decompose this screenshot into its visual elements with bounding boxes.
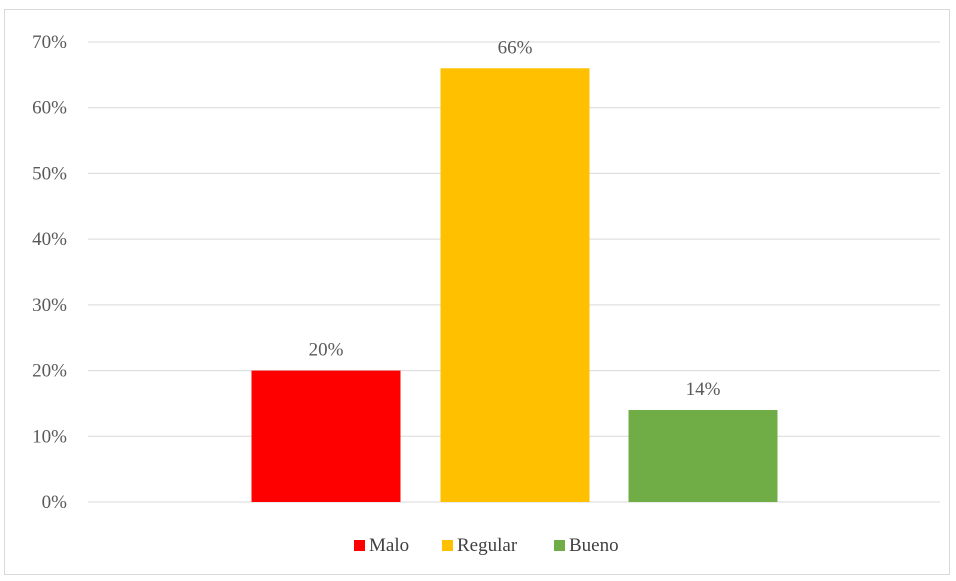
- data-labels: 20% 66% 14%: [309, 37, 721, 400]
- legend-label-bueno: Bueno: [569, 535, 619, 556]
- y-tick-label: 50%: [32, 163, 67, 184]
- y-tick-label: 30%: [32, 295, 67, 316]
- bars: [251, 68, 778, 503]
- legend-swatch-bueno: [554, 540, 565, 551]
- legend-swatch-malo: [354, 540, 365, 551]
- y-tick-label: 60%: [32, 98, 67, 119]
- y-tick-label: 20%: [32, 361, 67, 382]
- y-axis-tick-labels: 0% 10% 20% 30% 40% 50% 60% 70%: [32, 32, 67, 513]
- legend: Malo Regular Bueno: [354, 535, 619, 556]
- legend-swatch-regular: [442, 540, 453, 551]
- bar-regular: [440, 68, 590, 503]
- legend-label-regular: Regular: [457, 535, 518, 556]
- bar-malo: [251, 370, 401, 502]
- bar-bueno: [628, 410, 778, 502]
- data-label-regular: 66%: [498, 37, 533, 58]
- y-tick-label: 40%: [32, 229, 67, 250]
- y-tick-label: 70%: [32, 32, 67, 53]
- y-tick-label: 10%: [32, 426, 67, 447]
- y-tick-label: 0%: [42, 492, 68, 513]
- legend-label-malo: Malo: [369, 535, 409, 556]
- data-label-malo: 20%: [309, 340, 344, 361]
- data-label-bueno: 14%: [686, 379, 721, 400]
